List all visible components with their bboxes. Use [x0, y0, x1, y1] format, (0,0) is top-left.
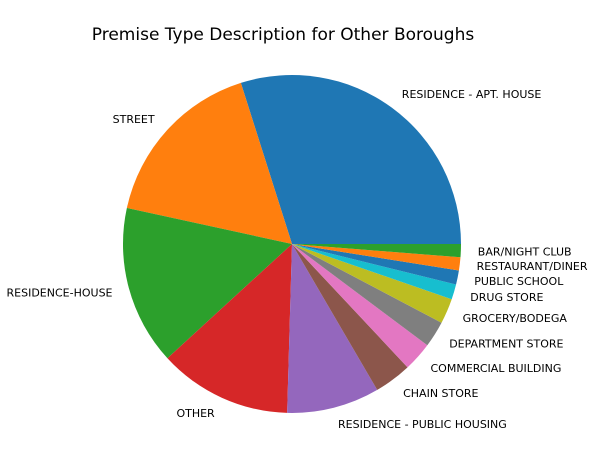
chart-title: Premise Type Description for Other Borou… [92, 25, 475, 45]
pie-slice-residence-public-housing [287, 244, 378, 413]
pie-slice-residence-apt-house [240, 75, 461, 244]
pie-label-residence-apt-house: RESIDENCE - APT. HOUSE [402, 88, 542, 101]
pie-labels: RESIDENCE - APT. HOUSE STREET RESIDENCE-HO… [7, 88, 588, 431]
pie-slice-department-store [292, 244, 442, 346]
pie-slice-grocery-bodega [292, 244, 452, 323]
pie-slices [122, 75, 462, 413]
pie-label-department-store: DEPARTMENT STORE [449, 337, 563, 350]
pie-label-residence-public-housing: RESIDENCE - PUBLIC HOUSING [338, 418, 507, 431]
pie-slice-commercial-building [292, 244, 428, 368]
pie-slice-restaurant-diner [292, 244, 461, 271]
pie-slice-drug-store [292, 244, 457, 300]
pie-label-public-school: PUBLIC SCHOOL [474, 275, 564, 288]
pie-label-restaurant-diner: RESTAURANT/DINER [477, 260, 588, 273]
pie-slice-chain-store [292, 244, 408, 390]
pie-slice-street [126, 82, 292, 245]
pie-label-other: OTHER [176, 407, 215, 420]
pie-label-commercial-building: COMMERCIAL BUILDING [431, 362, 562, 375]
pie-label-residence-house: RESIDENCE-HOUSE [7, 286, 113, 299]
pie-label-bar-night-club: BAR/NIGHT CLUB [478, 245, 572, 258]
pie-label-street: STREET [113, 113, 155, 126]
pie-label-drug-store: DRUG STORE [470, 291, 543, 304]
pie-slice-other [167, 244, 292, 413]
pie-slice-public-school [292, 244, 459, 285]
pie-slice-bar-night-club [292, 244, 462, 258]
pie-label-grocery-bodega: GROCERY/BODEGA [463, 312, 568, 325]
pie-slice-residence-house [122, 207, 293, 359]
pie-label-chain-store: CHAIN STORE [403, 387, 478, 400]
